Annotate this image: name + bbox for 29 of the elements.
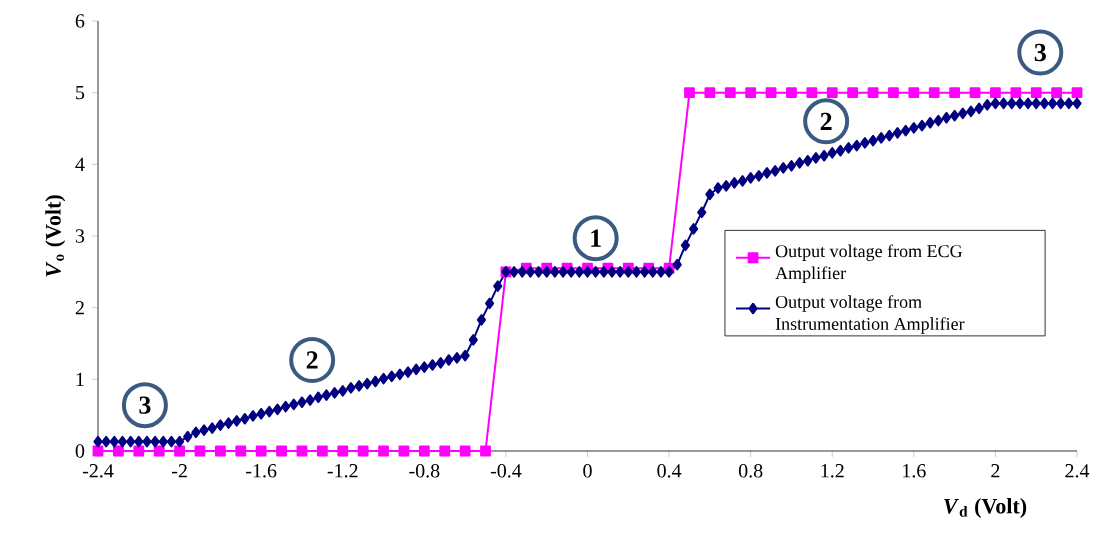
annotation: 3 (139, 396, 151, 414)
annotation: 3 (1034, 43, 1046, 62)
x-tick-label: 0.8 (738, 464, 763, 478)
y-tick-label: 4 (75, 157, 85, 171)
y-tick-label: 5 (76, 86, 85, 100)
annotation: 2 (306, 351, 318, 369)
x-tick-label: 0.4 (657, 464, 682, 478)
x-tick-label: -1.6 (246, 464, 277, 478)
y-tick-label: 1 (76, 372, 84, 386)
y-axis-title: V$_{o}$ (Volt) (45, 195, 66, 277)
x-axis-title: V$_{d}$ (Volt) (944, 498, 1027, 518)
y-tick-label: 6 (75, 14, 85, 28)
x-tick-label: -1.2 (327, 464, 358, 478)
x-tick-label: 2 (991, 464, 1000, 478)
x-tick-label: -0.4 (490, 464, 522, 478)
x-tick-label: 2.4 (1065, 464, 1090, 478)
x-tick-label: -0.8 (409, 464, 440, 478)
x-tick-label: 0 (583, 464, 592, 478)
annotation: 2 (820, 112, 832, 130)
legend-label: Output voltage from ECG Amplifier (775, 244, 963, 283)
y-tick-label: 2 (75, 301, 84, 315)
y-tick-label: 3 (75, 229, 85, 243)
y-tick-label: 0 (75, 444, 85, 458)
annotation: 1 (591, 229, 601, 247)
legend-label: Output voltage from Instrumentation Amplifier (775, 295, 965, 334)
x-tick-label: 1.2 (821, 464, 844, 478)
x-tick-label: -2.4 (82, 464, 114, 478)
x-tick-label: 1.6 (903, 464, 926, 478)
x-tick-label: -2 (172, 464, 187, 478)
